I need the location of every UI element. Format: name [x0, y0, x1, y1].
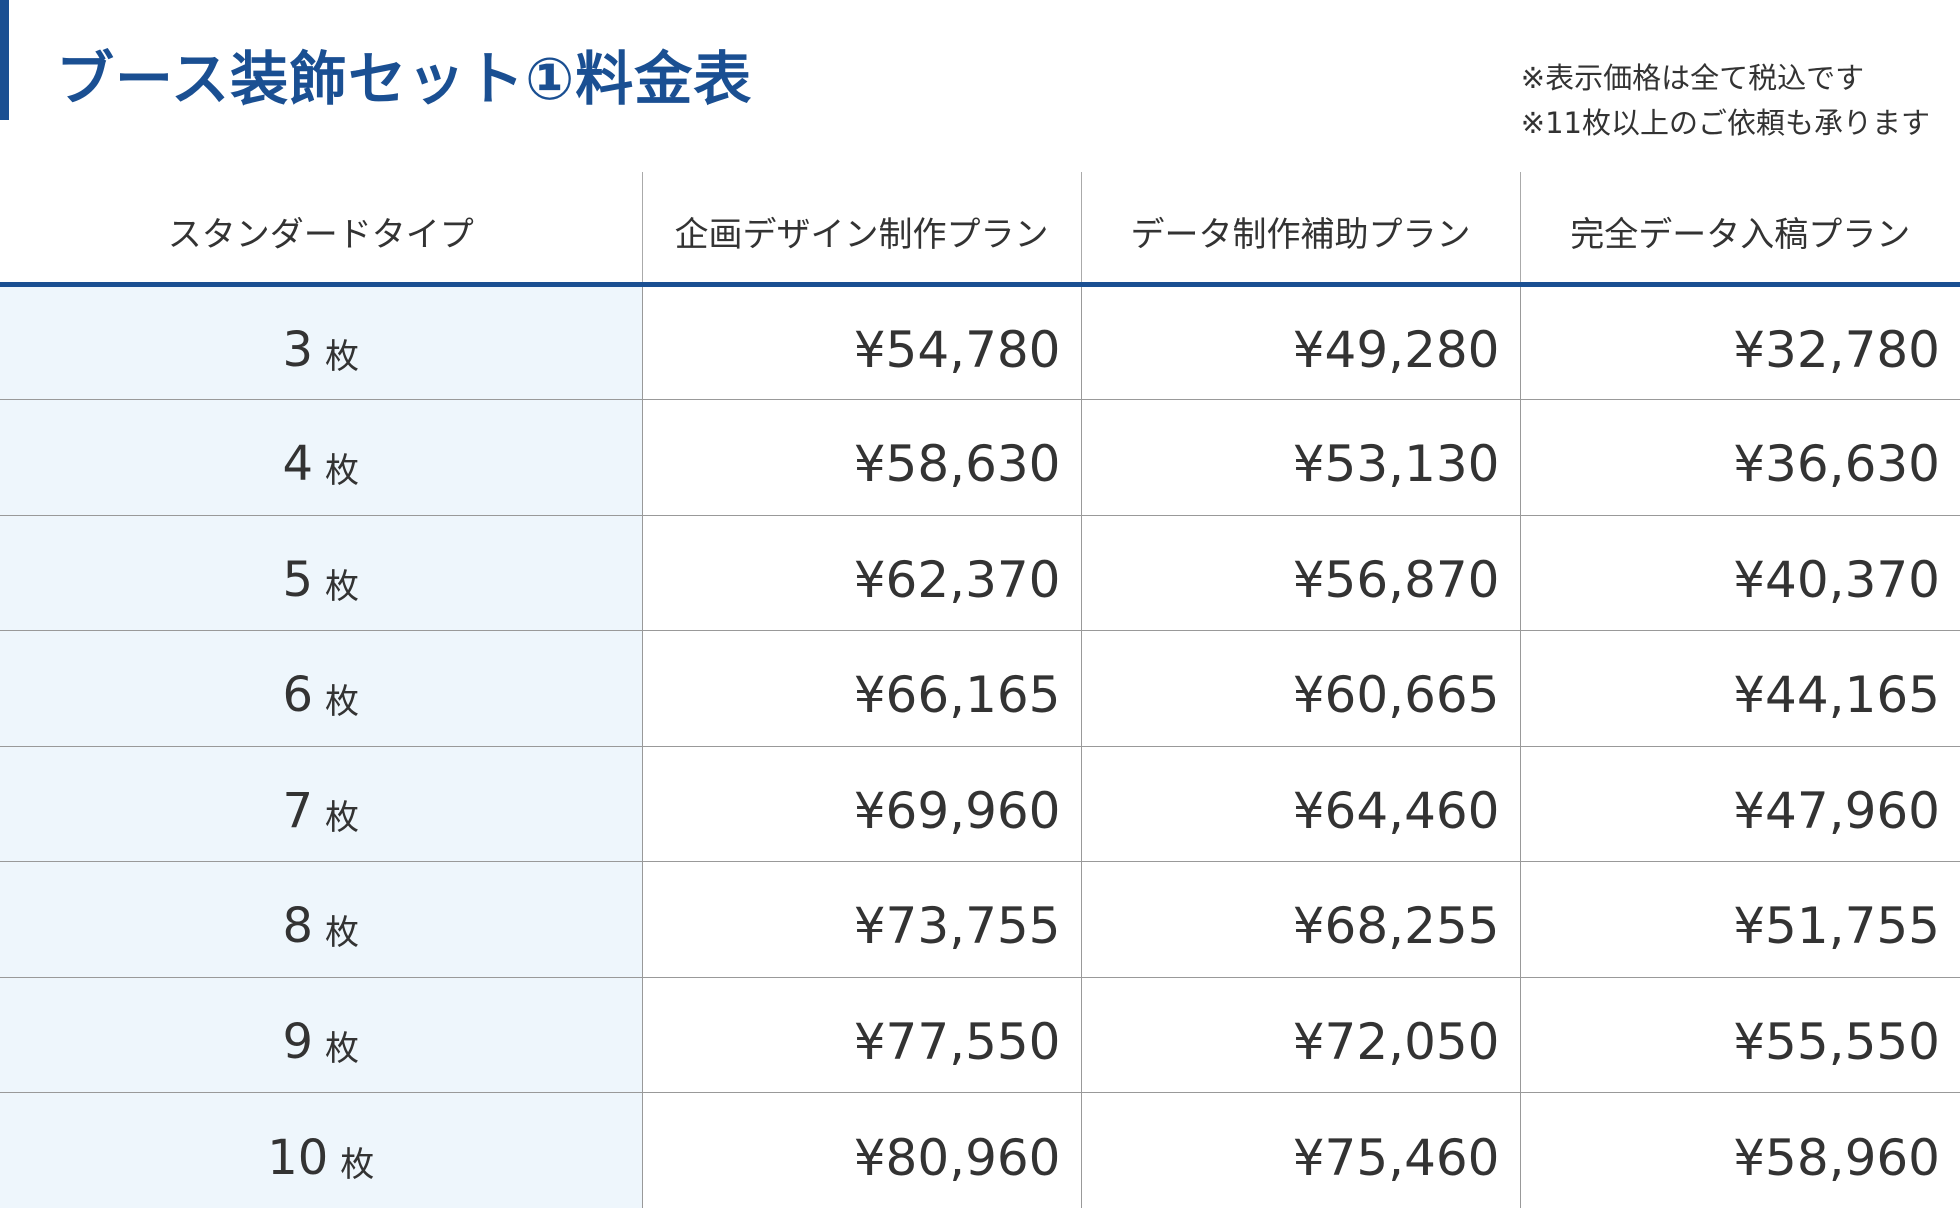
quantity-unit: 枚: [325, 682, 360, 723]
table-row: 10 枚 ¥80,960 ¥75,460 ¥58,960: [0, 1092, 1960, 1208]
title-accent-bar: [0, 0, 9, 120]
full-data-plan-price: ¥40,370: [1519, 514, 1960, 631]
data-assist-plan-price: ¥53,130: [1080, 399, 1520, 515]
quantity-note: ※11枚以上のご依頼も承ります: [1520, 106, 1930, 140]
price-table: スタンダードタイプ 企画デザイン制作プラン データ制作補助プラン 完全データ入稿…: [0, 172, 1960, 1208]
tax-note: ※表示価格は全て税込です: [1520, 61, 1865, 95]
table-header-row: スタンダードタイプ 企画デザイン制作プラン データ制作補助プラン 完全データ入稿…: [0, 172, 1960, 287]
design-plan-price: ¥73,755: [641, 861, 1081, 977]
quantity-unit: 枚: [325, 451, 360, 492]
design-plan-price: ¥62,370: [641, 514, 1081, 631]
data-assist-plan-price: ¥68,255: [1080, 861, 1520, 977]
data-assist-plan-price: ¥64,460: [1080, 745, 1520, 862]
quantity-unit: 枚: [325, 913, 360, 954]
data-assist-plan-price: ¥49,280: [1080, 284, 1520, 400]
full-data-plan-price: ¥47,960: [1519, 745, 1960, 862]
quantity-value: 7: [282, 782, 314, 839]
quantity-unit: 枚: [325, 1028, 360, 1069]
price-notes: ※表示価格は全て税込です ※11枚以上のご依頼も承ります: [1521, 56, 1930, 146]
quantity-unit: 枚: [325, 797, 360, 838]
quantity-value: 5: [282, 551, 314, 608]
quantity-value: 3: [282, 321, 314, 378]
header-standard-type: スタンダードタイプ: [0, 172, 642, 287]
quantity-value: 6: [282, 667, 314, 724]
full-data-plan-price: ¥51,755: [1519, 861, 1960, 977]
data-assist-plan-price: ¥72,050: [1080, 976, 1520, 1093]
full-data-plan-price: ¥32,780: [1519, 284, 1960, 400]
design-plan-price: ¥80,960: [641, 1092, 1081, 1208]
full-data-plan-price: ¥58,960: [1519, 1092, 1960, 1208]
data-assist-plan-price: ¥75,460: [1080, 1092, 1520, 1208]
quantity-value: 8: [282, 898, 314, 955]
full-data-plan-price: ¥55,550: [1519, 976, 1960, 1093]
header-full-data-plan: 完全データ入稿プラン: [1519, 172, 1960, 287]
design-plan-price: ¥58,630: [641, 399, 1081, 515]
data-assist-plan-price: ¥56,870: [1080, 514, 1520, 631]
design-plan-price: ¥69,960: [641, 745, 1081, 862]
quantity-value: 4: [282, 436, 314, 493]
page-title: ブース装飾セット①料金表: [56, 45, 753, 113]
quantity-unit: 枚: [325, 566, 360, 607]
data-assist-plan-price: ¥60,665: [1080, 630, 1520, 746]
header-data-assist-plan: データ制作補助プラン: [1080, 172, 1520, 287]
design-plan-price: ¥77,550: [641, 976, 1081, 1093]
quantity-value: 9: [282, 1013, 314, 1070]
quantity-cell: 10 枚: [0, 1092, 642, 1208]
full-data-plan-price: ¥36,630: [1519, 399, 1960, 515]
full-data-plan-price: ¥44,165: [1519, 630, 1960, 746]
header-design-plan: 企画デザイン制作プラン: [641, 172, 1081, 287]
quantity-value: 10: [267, 1129, 329, 1186]
design-plan-price: ¥54,780: [641, 284, 1081, 400]
design-plan-price: ¥66,165: [641, 630, 1081, 746]
quantity-unit: 枚: [340, 1144, 375, 1185]
quantity-unit: 枚: [325, 336, 360, 377]
